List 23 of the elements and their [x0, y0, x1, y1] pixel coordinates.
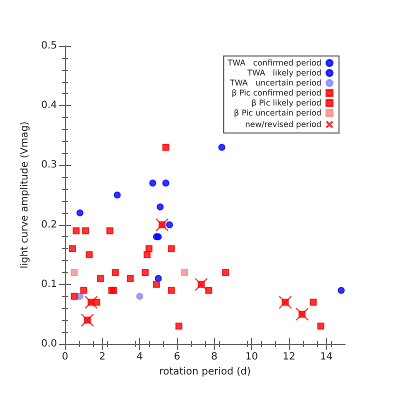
x-tick-label: 12	[282, 352, 296, 362]
y-tick-label: 0.2	[41, 219, 57, 230]
x-tick-label: 6	[174, 352, 180, 362]
x-axis-title: rotation period (d)	[159, 366, 251, 378]
legend-label: new/revised period	[245, 120, 322, 129]
x-tick-label: 14	[320, 352, 333, 362]
legend-label: β Pic confirmed period	[232, 88, 322, 98]
x-tick-label: 8	[211, 352, 218, 362]
legend-label: TWA confirmed period	[226, 58, 322, 68]
legend-label: TWA uncertain period	[228, 78, 322, 88]
x-tick-label: 2	[99, 352, 106, 362]
y-tick-label: 0.3	[41, 160, 57, 171]
legend-label: β Pic likely period	[251, 98, 322, 108]
y-tick-label: 0.1	[41, 278, 57, 290]
x-tick-label: 0	[62, 352, 68, 362]
y-tick-label: 0.0	[41, 338, 57, 350]
x-tick-label: 4	[136, 352, 143, 362]
legend-label: β Pic uncertain period	[234, 108, 322, 118]
y-axis-title: light curve amplitude (Vmag)	[20, 121, 31, 269]
y-tick-label: 0.4	[41, 100, 57, 112]
x-tick-label: 10	[245, 352, 258, 362]
y-tick-label: 0.5	[41, 40, 57, 52]
legend-label: TWA likely period	[246, 68, 322, 78]
